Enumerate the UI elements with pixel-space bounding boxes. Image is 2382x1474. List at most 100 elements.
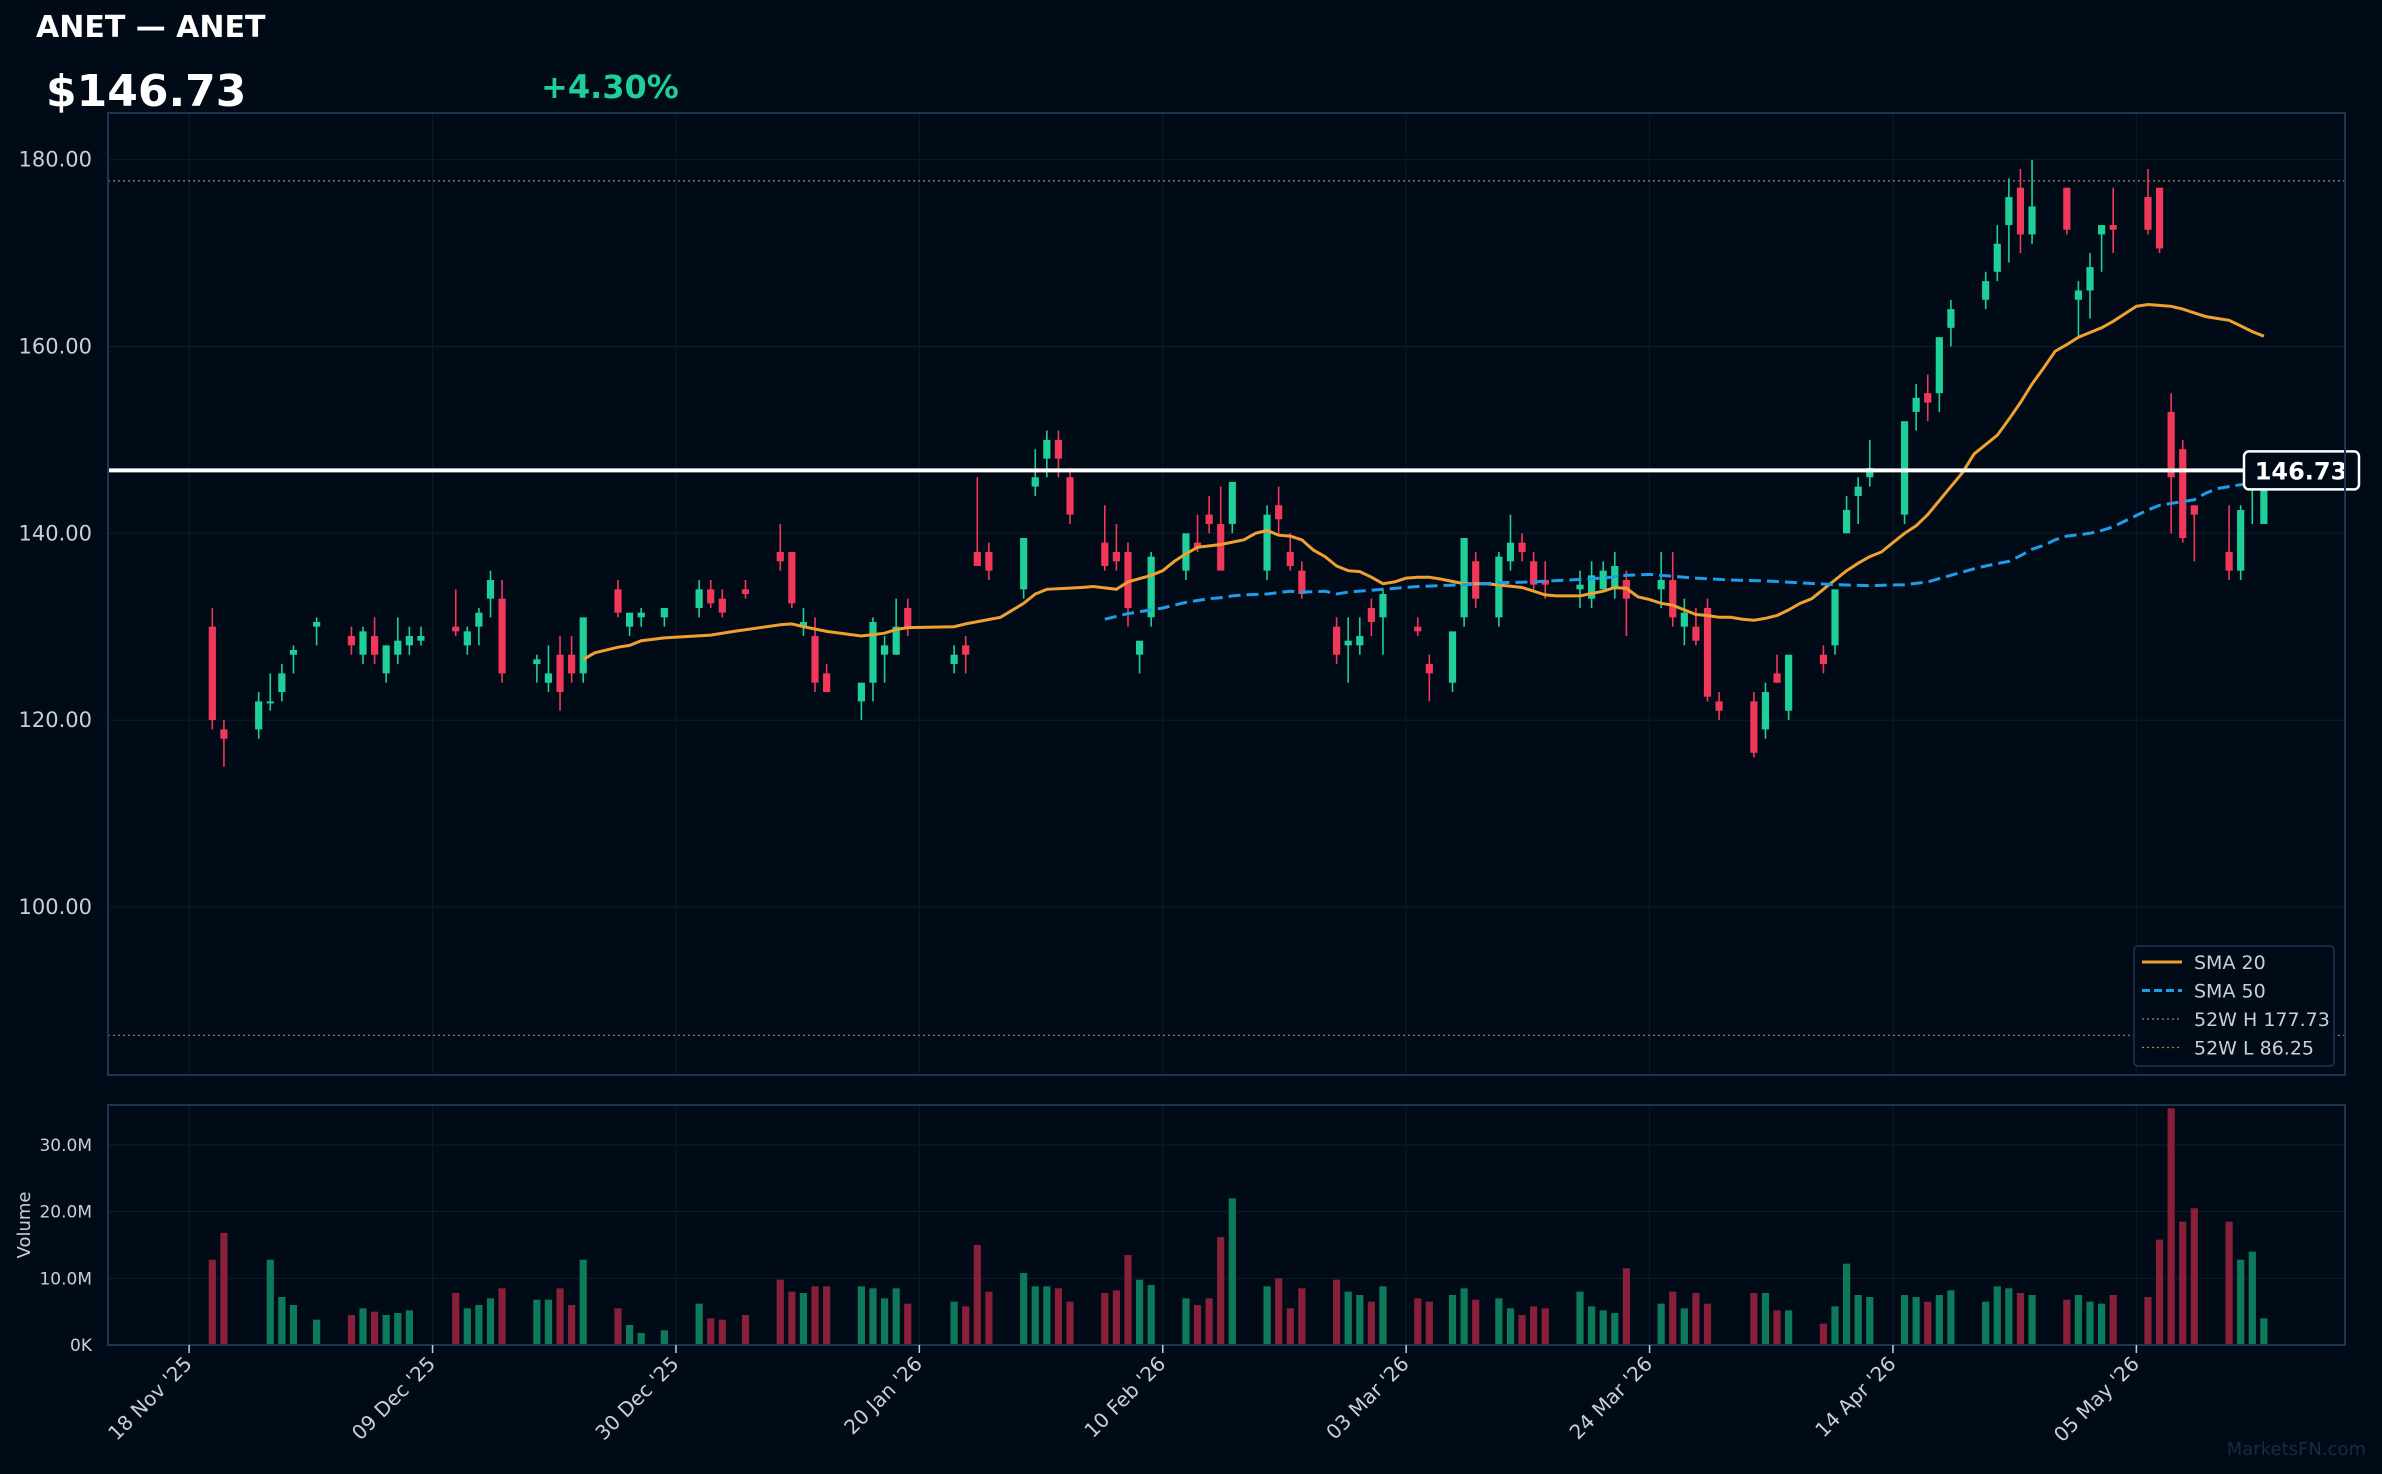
volume-bar — [1182, 1298, 1190, 1345]
candle-body — [1054, 439, 1063, 459]
candle-body — [394, 640, 402, 655]
volume-bar — [359, 1308, 367, 1345]
volume-bar — [208, 1259, 216, 1345]
candle-up — [475, 608, 483, 646]
candle-down — [2144, 169, 2152, 235]
candle-body — [568, 654, 576, 674]
volume-bar — [1924, 1301, 1932, 1345]
candle-body — [1599, 570, 1607, 590]
volume-bar — [1043, 1286, 1051, 1345]
candle-up — [869, 617, 877, 702]
candle-up — [1576, 570, 1584, 609]
candle-body — [1506, 542, 1515, 562]
volume-bar — [1275, 1278, 1283, 1345]
volume-bar — [1460, 1288, 1468, 1345]
candle-body — [463, 631, 471, 646]
candle-up — [1460, 537, 1468, 627]
volume-bar — [1599, 1310, 1607, 1345]
volume-bar — [695, 1303, 703, 1345]
volume-bar — [544, 1299, 553, 1345]
candle-down — [1472, 551, 1480, 609]
volume-bar — [2179, 1221, 2187, 1345]
volume-bar — [741, 1315, 750, 1345]
candle-down — [1333, 617, 1341, 665]
volume-bar — [1054, 1288, 1063, 1345]
legend-item[interactable]: 52W H 177.73 — [2142, 1009, 2330, 1031]
candle-down — [568, 636, 576, 683]
volume-bar — [1112, 1290, 1120, 1345]
volume-bar — [405, 1310, 413, 1345]
candle-body — [498, 598, 506, 674]
volume-bar — [486, 1298, 495, 1345]
legend-item[interactable]: SMA 50 — [2142, 981, 2266, 1003]
candle-up — [2086, 253, 2094, 319]
candle-up — [1785, 654, 1793, 721]
volume-bar — [880, 1298, 889, 1345]
candle-up — [2098, 225, 2106, 272]
candle-body — [776, 551, 784, 562]
candle-up — [1854, 477, 1862, 524]
candle-body — [556, 654, 564, 693]
candle-body — [1031, 477, 1039, 487]
date-tick-label: 10 Feb '26 — [1079, 1352, 1170, 1443]
volume-bar — [904, 1303, 912, 1345]
volume-tick-label: 0K — [70, 1336, 93, 1356]
candle-body — [347, 636, 355, 646]
candle-up — [289, 645, 298, 674]
candle-body — [1518, 542, 1526, 552]
candle-down — [1286, 533, 1294, 571]
candle-down — [2155, 187, 2164, 254]
volume-bar — [1066, 1301, 1074, 1345]
volume-bar — [220, 1233, 228, 1345]
volume-bar — [1541, 1308, 1549, 1345]
volume-bar — [2098, 1303, 2106, 1345]
price-tick-label: 160.00 — [19, 334, 92, 358]
legend[interactable]: SMA 20 SMA 50 52W H 177.73 52W L 86.25 — [2133, 945, 2335, 1067]
candle-down — [452, 589, 460, 637]
volume-bar — [1680, 1308, 1688, 1345]
legend-item[interactable]: SMA 20 — [2142, 952, 2266, 974]
candle-down — [220, 720, 228, 767]
candle-body — [1124, 551, 1132, 609]
price-panel-frame — [107, 112, 2346, 1076]
volume-bar — [1495, 1298, 1503, 1345]
candle-down — [614, 579, 622, 618]
candle-body — [1588, 575, 1596, 599]
candle-down — [962, 636, 970, 674]
candle-body — [1066, 477, 1074, 515]
candle-down — [498, 579, 506, 683]
date-tick-label: 05 May '26 — [2049, 1352, 2144, 1447]
volume-bar — [1669, 1291, 1677, 1345]
candle-up — [1228, 481, 1236, 534]
price-change-percent: +4.30% — [541, 68, 679, 106]
candle-body — [417, 636, 425, 641]
volume-bar — [1333, 1279, 1341, 1345]
candle-down — [788, 551, 796, 609]
candle-up — [880, 636, 889, 683]
volume-bar — [2028, 1295, 2036, 1345]
candle-up — [266, 673, 274, 711]
candle-down — [1066, 467, 1074, 524]
volume-bar — [452, 1293, 460, 1345]
candle-body — [2016, 187, 2025, 235]
volume-bar — [1819, 1323, 1828, 1345]
price-tick-label: 100.00 — [19, 895, 92, 919]
volume-bar — [1193, 1305, 1202, 1345]
candle-up — [1657, 551, 1665, 609]
candle-body — [1947, 309, 1955, 328]
price-tick-label: 140.00 — [19, 521, 92, 545]
volume-bar — [1228, 1198, 1236, 1345]
candle-body — [1773, 673, 1781, 683]
price-grid — [108, 113, 2345, 1075]
volume-bar — [313, 1319, 321, 1345]
candle-body — [625, 612, 634, 627]
legend-item[interactable]: 52W L 86.25 — [2142, 1038, 2314, 1060]
candle-up — [857, 682, 865, 721]
volume-bar — [637, 1333, 645, 1345]
candle-up — [313, 617, 321, 646]
date-axis: 18 Nov '25 09 Dec '25 30 Dec '25 20 Jan '26… — [103, 1345, 2144, 1447]
volume-bar — [2167, 1108, 2175, 1345]
volume-axis: 0K 10.0M 20.0M 30.0M Volume — [14, 1136, 93, 1356]
volume-bar — [625, 1325, 634, 1345]
candle-down — [1112, 523, 1120, 571]
